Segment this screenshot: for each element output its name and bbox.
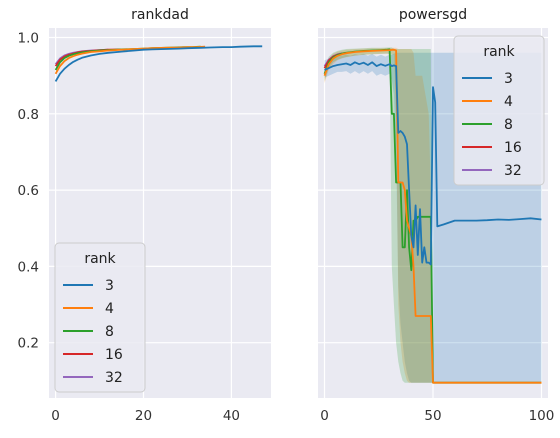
legend: rank 3 4 8 16 32 <box>54 242 146 393</box>
series-3-line <box>54 45 263 82</box>
legend-label-4: 4 <box>504 94 513 110</box>
legend-title: rank <box>483 44 515 60</box>
y-tick-label: 0.2 <box>18 336 39 352</box>
powersgd-panel: 0 50 100 powersgd rank 3 4 8 16 32 <box>318 7 554 424</box>
legend: rank 3 4 8 16 32 <box>453 35 545 186</box>
series-4-line <box>54 45 206 75</box>
legend-title: rank <box>84 251 116 267</box>
chart-title: rankdad <box>131 7 189 23</box>
series-layer <box>54 45 263 82</box>
x-tick-label: 20 <box>135 408 152 424</box>
legend-label-8: 8 <box>105 324 114 340</box>
legend-label-8: 8 <box>504 117 513 133</box>
y-tick-label: 0.8 <box>18 107 39 123</box>
legend-label-32: 32 <box>504 163 522 179</box>
series-3-line <box>324 61 542 266</box>
rankdad-panel: 0 20 40 0.2 0.4 0.6 0.8 1.0 rankdad rank 3 4 8 16 32 <box>18 7 271 424</box>
x-tick-label: 0 <box>320 408 329 424</box>
legend-label-16: 16 <box>105 347 123 363</box>
legend-label-3: 3 <box>105 278 114 294</box>
x-tick-label: 50 <box>424 408 441 424</box>
y-tick-label: 0.6 <box>18 183 39 199</box>
x-tick-label: 40 <box>223 408 240 424</box>
legend-label-32: 32 <box>105 370 123 386</box>
x-tick-label: 0 <box>51 408 60 424</box>
y-tick-label: 1.0 <box>18 31 39 47</box>
x-tick-label: 100 <box>529 408 555 424</box>
chart-title: powersgd <box>399 7 467 23</box>
legend-label-3: 3 <box>504 71 513 87</box>
legend-label-16: 16 <box>504 140 522 156</box>
legend-label-4: 4 <box>105 301 114 317</box>
y-tick-label: 0.4 <box>18 259 39 275</box>
series-4-line <box>323 48 542 384</box>
